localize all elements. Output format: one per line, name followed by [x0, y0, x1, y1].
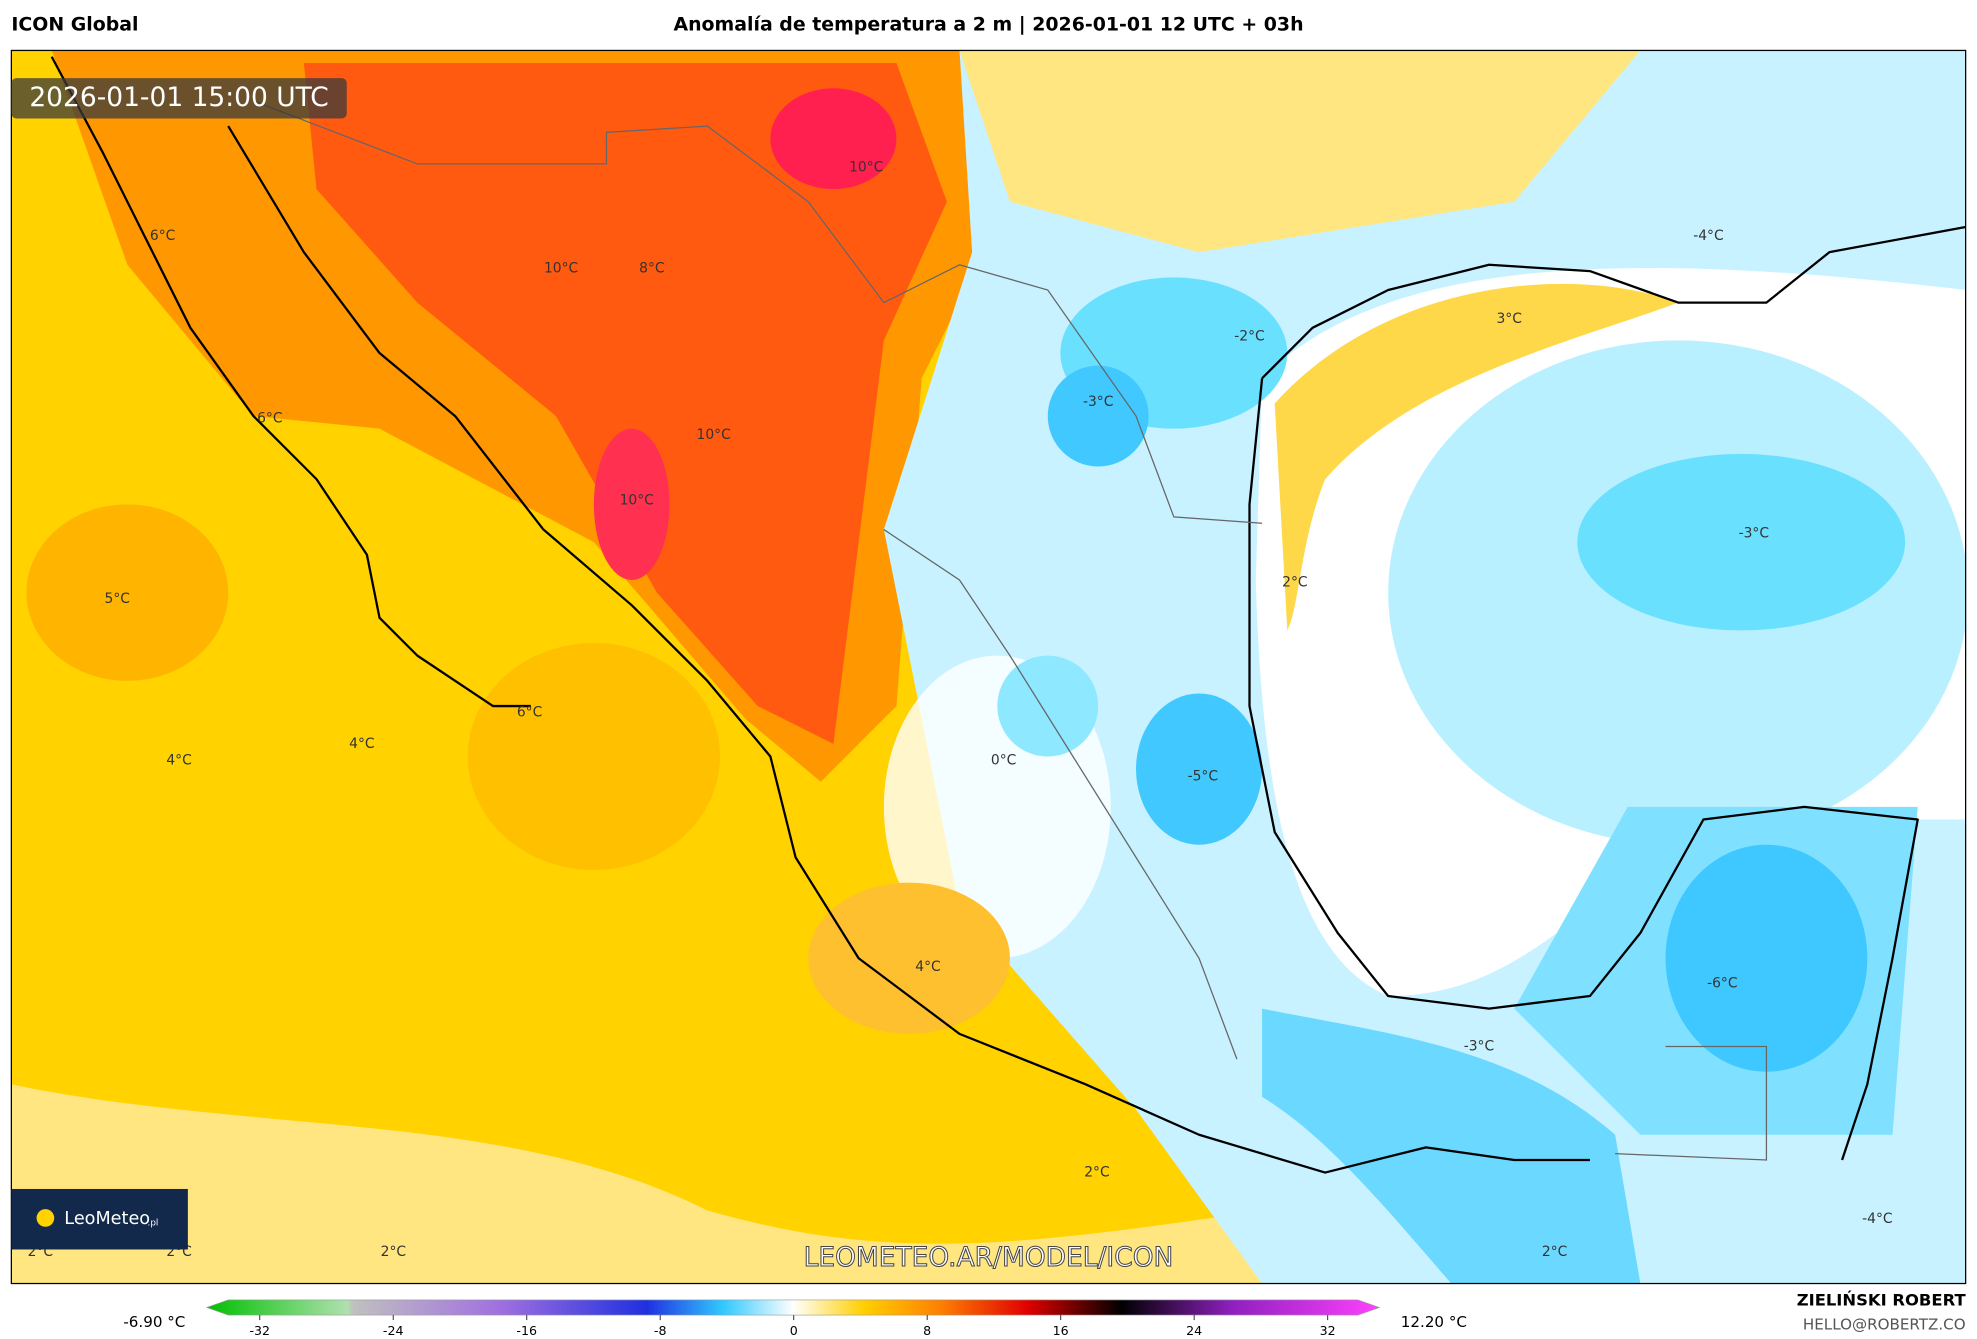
contour-label: -5°C	[1188, 769, 1218, 785]
contour-label: -3°C	[1083, 394, 1113, 410]
contour-label: -3°C	[1739, 525, 1769, 541]
contour-label: 8°C	[639, 261, 664, 277]
colorbar-max: 12.20 °C	[1401, 1313, 1467, 1331]
timestamp-box	[11, 78, 347, 119]
logo-name: LeoMeteo	[64, 1209, 150, 1229]
model-name: ICON Global	[11, 14, 138, 36]
logo-sun	[36, 1209, 55, 1227]
contour-label: 5°C	[105, 591, 130, 607]
contour-label: 3°C	[1497, 311, 1522, 327]
contour-label: 4°C	[915, 959, 940, 975]
contour-label: 10°C	[849, 160, 883, 176]
colorbar-min: -6.90 °C	[123, 1313, 185, 1331]
contour-label: 10°C	[697, 427, 731, 443]
contour-label: 6°C	[257, 411, 282, 427]
contour-label: 2°C	[381, 1244, 406, 1260]
contour-label: 10°C	[544, 261, 578, 277]
colorbar-tick-label: 16	[1053, 1323, 1069, 1338]
map-title: Anomalía de temperatura a 2 m | 2026-01-…	[673, 14, 1303, 36]
contour-label: -6°C	[1707, 975, 1737, 991]
colorbar-tick-label: -8	[654, 1323, 667, 1338]
map	[11, 50, 1966, 1284]
contour-label: -2°C	[1234, 329, 1264, 345]
credit-email: HELLO@ROBERTZ.CO	[1803, 1316, 1966, 1334]
contour-label: -4°C	[1862, 1211, 1892, 1227]
contour-label: 10°C	[620, 493, 654, 509]
credit-author: ZIELIŃSKI ROBERT	[1797, 1291, 1967, 1310]
colorbar-tick-label: 8	[923, 1323, 931, 1338]
contour-label: 6°C	[517, 704, 542, 720]
colorbar-tick-label: -16	[516, 1323, 537, 1338]
map-frame	[10, 49, 1967, 1285]
contour-label: -4°C	[1693, 228, 1723, 244]
colorbar-tick-label: -32	[249, 1323, 270, 1338]
timestamp: 2026-01-01 15:00 UTC	[29, 82, 328, 113]
logo-suffix: .pl	[148, 1219, 159, 1229]
contour-label: 2°C	[1084, 1165, 1109, 1181]
contour-label: 4°C	[166, 752, 191, 768]
colorbar-tick-label: -24	[383, 1323, 404, 1338]
colorbar-tick-label: 24	[1186, 1323, 1202, 1338]
contour-label: 4°C	[349, 736, 374, 752]
contour-label: -3°C	[1464, 1038, 1494, 1054]
contour-label: 6°C	[150, 228, 175, 244]
colorbar-tick-label: 0	[790, 1323, 798, 1338]
watermark: LEOMETEO.AR/MODEL/ICON	[804, 1242, 1174, 1273]
colorbar-tick-label: 32	[1320, 1323, 1336, 1338]
contour-label: 2°C	[1282, 575, 1307, 591]
colorbar	[205, 1299, 1381, 1316]
contour-label: 0°C	[991, 752, 1016, 768]
contour-label: 2°C	[1542, 1244, 1567, 1260]
